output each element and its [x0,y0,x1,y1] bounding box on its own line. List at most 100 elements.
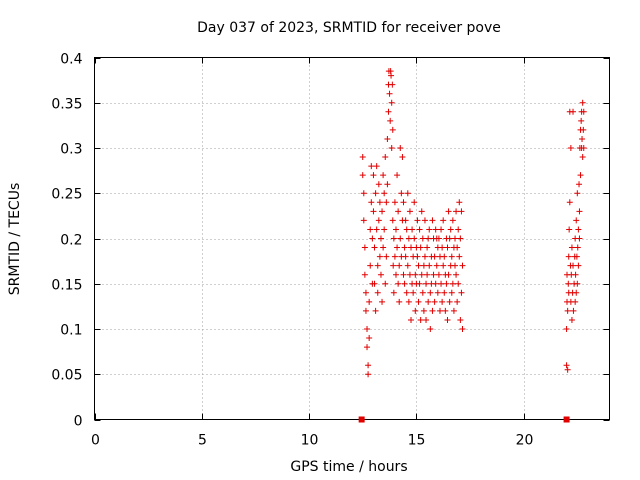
baseline-marker [358,416,365,423]
x-tick-label: 15 [408,433,426,449]
data-point-series-1 [433,262,440,269]
data-point-series-1 [364,344,371,351]
data-point-series-2 [572,271,579,278]
data-point-series-1 [375,181,382,188]
data-point-series-1 [384,181,391,188]
data-point-series-1 [442,307,449,314]
data-point-series-1 [421,253,428,260]
data-point-series-2 [563,326,570,332]
data-point-series-1 [446,235,453,242]
data-point-series-1 [419,235,426,242]
data-point-series-2 [576,181,583,188]
data-point-series-1 [400,199,407,206]
data-point-series-1 [401,280,408,287]
data-point-series-1 [372,307,379,314]
data-point-series-2 [575,226,582,233]
data-point-series-1 [404,262,411,269]
data-point-series-1 [439,298,446,305]
data-point-series-1 [380,244,387,251]
data-point-series-1 [388,72,395,79]
data-point-series-1 [411,199,418,206]
data-point-series-1 [431,253,438,260]
data-point-series-1 [441,253,448,260]
data-point-series-2 [566,199,573,206]
data-point-series-1 [459,326,466,332]
data-point-series-2 [576,235,583,242]
data-point-series-1 [449,217,456,224]
data-point-series-1 [446,298,453,305]
data-point-series-1 [450,307,457,314]
data-point-series-1 [412,271,419,278]
data-point-series-2 [573,289,580,296]
data-point-series-1 [362,289,369,296]
data-point-series-1 [390,235,397,242]
data-point-series-2 [565,280,572,287]
data-point-series-1 [366,298,373,305]
data-point-series-1 [424,244,431,251]
data-point-series-1 [423,280,430,287]
data-point-series-1 [427,326,434,332]
data-point-series-1 [434,289,441,296]
data-point-series-1 [389,126,396,133]
data-point-series-1 [382,154,389,161]
data-point-series-2 [565,253,572,260]
x-tick-label: 10 [301,433,319,449]
data-point-series-1 [420,262,427,269]
data-point-series-1 [439,244,446,251]
data-point-series-2 [577,172,584,179]
data-point-series-1 [380,172,387,179]
data-point-series-1 [420,307,427,314]
data-point-series-1 [432,226,439,233]
data-point-series-2 [573,253,580,260]
y-tick-label: 0.1 [60,323,82,339]
data-point-series-1 [456,199,463,206]
data-point-series-1 [408,244,415,251]
data-point-series-1 [383,253,390,260]
data-point-series-1 [397,235,404,242]
data-point-series-1 [361,271,368,278]
y-tick-label: 0.15 [51,278,82,294]
data-point-series-1 [414,217,421,224]
data-point-series-1 [458,289,465,296]
data-point-series-1 [421,217,428,224]
data-point-series-1 [376,253,383,260]
data-point-series-1 [415,298,422,305]
data-point-series-1 [418,208,425,215]
data-point-series-2 [574,280,581,287]
data-point-series-1 [400,271,407,278]
data-point-series-1 [367,226,374,233]
data-point-series-1 [425,235,432,242]
data-point-series-2 [580,108,587,115]
data-point-series-1 [368,163,375,170]
data-point-series-1 [452,235,458,242]
data-point-series-1 [385,108,392,115]
data-point-series-2 [572,298,579,305]
data-point-series-1 [457,235,464,242]
data-point-series-1 [418,271,425,278]
data-point-series-2 [570,307,577,314]
data-point-series-1 [417,316,424,323]
x-tick-label: 20 [516,433,534,449]
data-point-series-1 [403,289,410,296]
data-point-series-2 [579,154,586,161]
data-point-series-1 [366,335,373,342]
baseline-markers [358,416,570,423]
data-point-series-2 [570,262,577,269]
data-point-series-1 [395,208,402,215]
data-point-series-1 [360,217,367,224]
data-point-series-1 [440,217,447,224]
data-point-series-1 [440,262,447,269]
data-point-series-1 [401,244,408,251]
data-point-series-1 [408,316,415,323]
data-point-series-1 [454,298,461,305]
data-point-series-1 [377,271,384,278]
data-point-series-1 [373,226,380,233]
axis-ticks: 0 0.05 0.1 0.15 0.2 0.25 0.3 0.35 0.4 0 5 10 15 20 [51,52,610,449]
x-axis-label: GPS time / hours [290,459,407,475]
data-point-series-1 [403,226,410,233]
data-point-series-1 [402,217,409,224]
data-point-series-1 [409,226,416,233]
data-point-series-1 [444,244,451,251]
data-point-series-1 [389,217,396,224]
